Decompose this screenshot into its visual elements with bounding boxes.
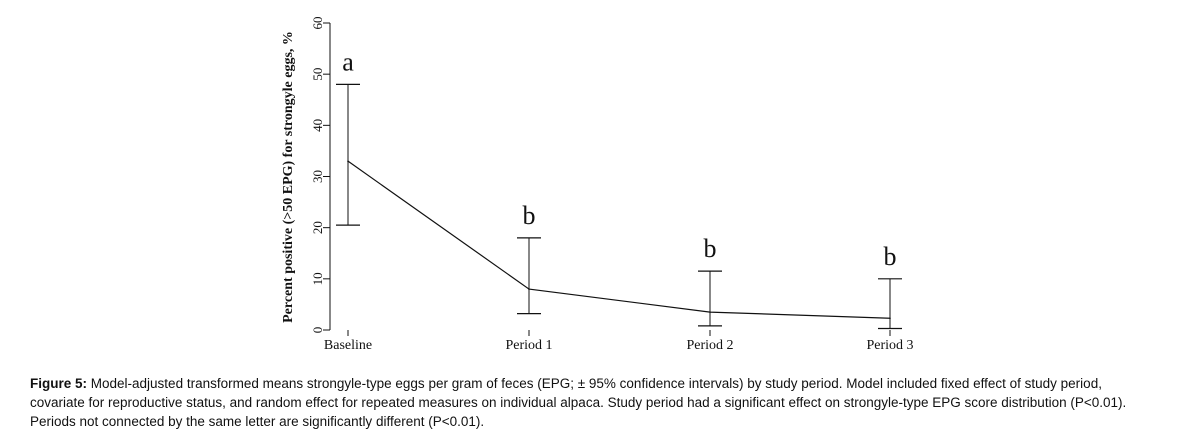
x-tick-label: Baseline — [324, 338, 372, 353]
error-bars — [336, 83, 902, 330]
y-ticks: 0 10 20 30 40 50 60 — [310, 17, 330, 334]
data-point — [709, 311, 711, 313]
data-point — [347, 160, 349, 162]
y-tick-label: 30 — [310, 170, 325, 183]
x-tick-label: Period 3 — [866, 338, 913, 353]
y-tick-label: 60 — [310, 17, 325, 30]
y-tick-label: 40 — [310, 119, 325, 132]
series-line-group — [347, 160, 891, 320]
significance-letter: b — [523, 201, 536, 230]
y-tick-label: 50 — [310, 68, 325, 81]
significance-letters: a b b b — [342, 47, 896, 270]
series-line — [347, 160, 891, 319]
x-tick-label: Period 1 — [505, 338, 552, 353]
chart-svg: 0 10 20 30 40 50 60 Baseline Period 1 Period 2 Pe… — [281, 17, 914, 354]
figure-caption: Figure 5: Model-adjusted transformed mea… — [30, 374, 1160, 431]
data-point — [889, 317, 891, 320]
significance-letter: b — [704, 234, 717, 263]
category-labels: Baseline Period 1 Period 2 Period 3 — [324, 330, 914, 353]
y-tick-label: 20 — [310, 221, 325, 234]
y-tick-label: 0 — [310, 327, 325, 334]
caption-label: Figure 5: — [30, 376, 88, 391]
significance-letter: b — [884, 242, 897, 271]
y-axis-title: Percent positive (>50 EPG) for strongyle… — [281, 31, 296, 323]
significance-letter: a — [342, 47, 354, 76]
caption-text: Model-adjusted transformed means strongy… — [30, 376, 1127, 429]
data-point — [528, 288, 530, 290]
x-tick-label: Period 2 — [686, 338, 733, 353]
y-tick-label: 10 — [310, 272, 325, 285]
